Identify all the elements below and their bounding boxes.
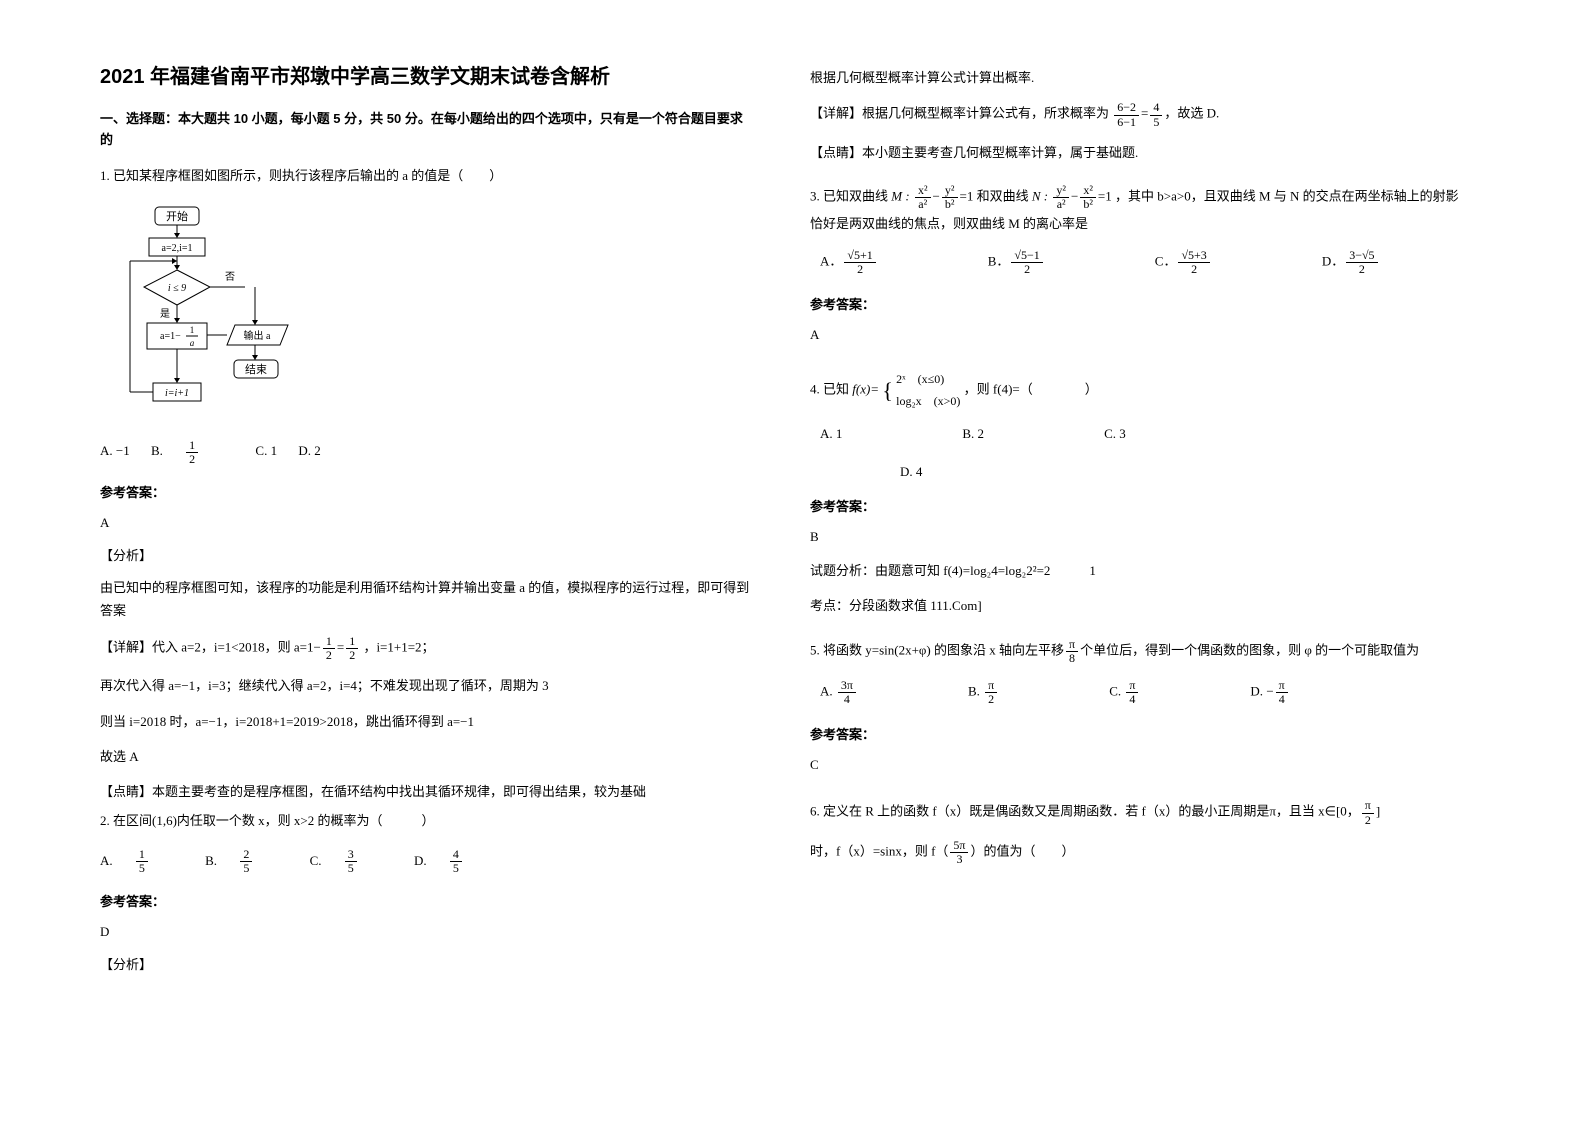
section-1-head: 一、选择题：本大题共 10 小题，每小题 5 分，共 50 分。在每小题给出的四…	[100, 109, 750, 151]
right-column: 根据几何概型概率计算公式计算出概率. 【详解】根据几何概型概率计算公式有，所求概…	[810, 60, 1460, 1082]
q1-flowchart: 开始 a=2,i=1 i ≤ 9 否 是 a=1− 1 a	[120, 205, 320, 425]
fc-output: 输出 a	[244, 329, 271, 342]
q4-analysis: 试题分析：由题意可知 f(4)=log₂4=log₂2²=2 1	[810, 559, 1460, 582]
q4-answer-head: 参考答案：	[810, 496, 1460, 515]
q3-options: A．√5+12 B．√5−12 C．√5+32 D．3−√52	[820, 249, 1460, 276]
q1-tip: 【点睛】本题主要考查的是程序框图，在循环结构中找出其循环规律，即可得出结果，较为…	[100, 780, 750, 803]
q1-detail1: 【详解】代入 a=2，i=1<2018，则 a=1−12=12 ，i=1+1=2…	[100, 635, 750, 662]
q3-answer-head: 参考答案：	[810, 294, 1460, 313]
q2-optC: C. 35	[310, 853, 393, 868]
q4-optA: A. 1	[820, 426, 842, 442]
q1-optC: C. 1	[255, 443, 277, 458]
fc-start: 开始	[166, 209, 188, 223]
q1-answer: A	[100, 515, 750, 531]
q1-answer-head: 参考答案：	[100, 482, 750, 501]
q2-optB: B. 25	[205, 853, 288, 868]
q4-answer: B	[810, 529, 1460, 545]
q2-answer: D	[100, 924, 750, 940]
col2-detail: 【详解】根据几何概型概率计算公式有，所求概率为 6−26−1=45，故选 D.	[810, 101, 1460, 128]
svg-text:1: 1	[190, 325, 195, 335]
fc-end: 结束	[245, 363, 267, 376]
q2-optA: A. 15	[100, 853, 184, 868]
q1-detail4: 故选 A	[100, 745, 750, 768]
q2-answer-head: 参考答案：	[100, 891, 750, 910]
q1-detail2: 再次代入得 a=−1，i=3；继续代入得 a=2，i=4；不难发现出现了循环，周…	[100, 674, 750, 697]
q1-optB: B. 12	[151, 443, 234, 458]
q4-kaodian: 考点：分段函数求值 111.Com]	[810, 594, 1460, 617]
col2-tip: 【点睛】本小题主要考查几何概型概率计算，属于基础题.	[810, 141, 1460, 164]
fc-cond: i ≤ 9	[168, 283, 186, 294]
svg-text:a: a	[190, 338, 195, 348]
q3-optA: A．√5+12	[820, 249, 878, 276]
q2-analysis-head: 【分析】	[100, 954, 750, 973]
q5-optB: B. π2	[968, 679, 999, 706]
fc-inc: i=i+1	[165, 388, 189, 399]
q4-options: A. 1 B. 2 C. 3	[820, 426, 1460, 442]
left-column: 2021 年福建省南平市郑墩中学高三数学文期末试卷含解析 一、选择题：本大题共 …	[100, 60, 750, 1082]
q5-optC: C. π4	[1109, 679, 1140, 706]
q1-options: A. −1 B. 12 C. 1 D. 2	[100, 439, 750, 466]
q6-line2: 时，f（x）=sinx，则 f（5π3）的值为（ ）	[810, 839, 1460, 866]
q2-text: 2. 在区间(1,6)内任取一个数 x，则 x>2 的概率为（ ）	[100, 810, 750, 832]
q3-optD: D．3−√52	[1322, 249, 1380, 276]
q3-optC: C．√5+32	[1155, 249, 1212, 276]
q4-optC: C. 3	[1104, 426, 1126, 442]
fc-init: a=2,i=1	[162, 243, 193, 254]
q2-options: A. 15 B. 25 C. 35 D. 45	[100, 848, 750, 875]
q2-optD: D. 45	[414, 853, 498, 868]
q1-analysis-head: 【分析】	[100, 545, 750, 564]
q1-optD: D. 2	[298, 443, 320, 458]
fc-update: a=1−	[160, 331, 181, 342]
q4-optB: B. 2	[962, 426, 984, 442]
q4-text: 4. 已知 f(x)= { 2ˣ (x≤0) log₂x (x>0) ，则 f(…	[810, 369, 1460, 412]
q1-optA: A. −1	[100, 443, 130, 458]
fc-yes: 是	[160, 308, 170, 320]
q5-optD: D. −π4	[1250, 679, 1289, 706]
q6-text: 6. 定义在 R 上的函数 f（x）既是偶函数又是周期函数．若 f（x）的最小正…	[810, 799, 1460, 826]
q4-optD: D. 4	[900, 460, 1460, 483]
col2-top: 根据几何概型概率计算公式计算出概率.	[810, 66, 1460, 89]
q1-analysis: 由已知中的程序框图可知，该程序的功能是利用循环结构计算并输出变量 a 的值，模拟…	[100, 576, 750, 623]
page-title: 2021 年福建省南平市郑墩中学高三数学文期末试卷含解析	[100, 60, 750, 89]
q3-answer: A	[810, 327, 1460, 343]
fc-no: 否	[225, 271, 235, 283]
q5-text: 5. 将函数 y=sin(2x+φ) 的图象沿 x 轴向左平移π8个单位后，得到…	[810, 638, 1460, 665]
q3-text: 3. 已知双曲线 M : x²a²−y²b²=1 和双曲线 N : y²a²−x…	[810, 184, 1460, 235]
q3-optB: B．√5−12	[988, 249, 1045, 276]
q1-text: 1. 已知某程序框图如图所示，则执行该程序后输出的 a 的值是（ ）	[100, 165, 750, 187]
q1-detail3: 则当 i=2018 时，a=−1，i=2018+1=2019>2018，跳出循环…	[100, 710, 750, 733]
q5-optA: A. 3π4	[820, 679, 858, 706]
q5-answer: C	[810, 757, 1460, 773]
q5-options: A. 3π4 B. π2 C. π4 D. −π4	[820, 679, 1460, 706]
q5-answer-head: 参考答案：	[810, 724, 1460, 743]
